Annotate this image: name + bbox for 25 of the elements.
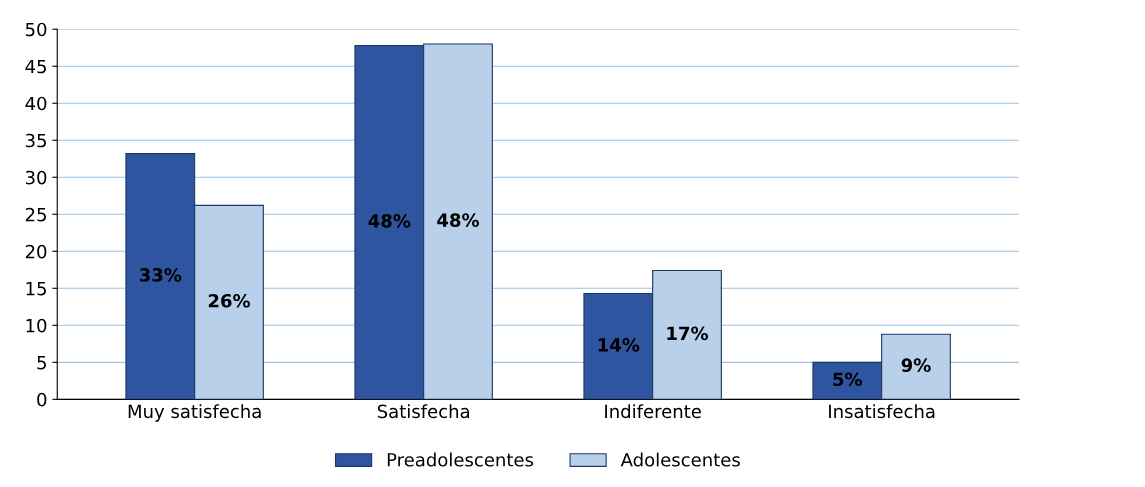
y-tick-label: 20 — [25, 244, 47, 259]
y-tick-label: 5 — [37, 356, 46, 370]
y-tick-label: 30 — [25, 170, 47, 185]
x-tick-label: Indiferente — [605, 404, 701, 419]
y-tick-label: 0 — [37, 392, 47, 407]
data-label: 48% — [368, 214, 411, 228]
y-tick-label: 35 — [25, 133, 46, 148]
legend-label: Preadolescentes — [387, 452, 534, 467]
legend-label: Adolescentes — [620, 452, 740, 467]
data-label: 33% — [139, 268, 182, 282]
data-label: 5% — [833, 372, 863, 387]
data-label: 14% — [598, 337, 640, 352]
data-label: 17% — [667, 326, 709, 341]
x-tick-label: Insatisfecha — [829, 404, 935, 419]
y-tick-label: 45 — [25, 59, 46, 74]
y-tick-label: 25 — [25, 207, 46, 222]
data-label: 9% — [901, 358, 931, 373]
x-tick-label: Satisfecha — [377, 404, 469, 419]
x-tick-label: Muy satisfecha — [128, 404, 261, 422]
y-tick-label: 10 — [26, 318, 47, 333]
y-tick-label: 15 — [26, 282, 46, 296]
y-tick-label: 40 — [25, 96, 47, 111]
data-label: 26% — [208, 293, 251, 308]
data-label: 48% — [437, 213, 480, 227]
y-tick-label: 50 — [25, 22, 47, 37]
